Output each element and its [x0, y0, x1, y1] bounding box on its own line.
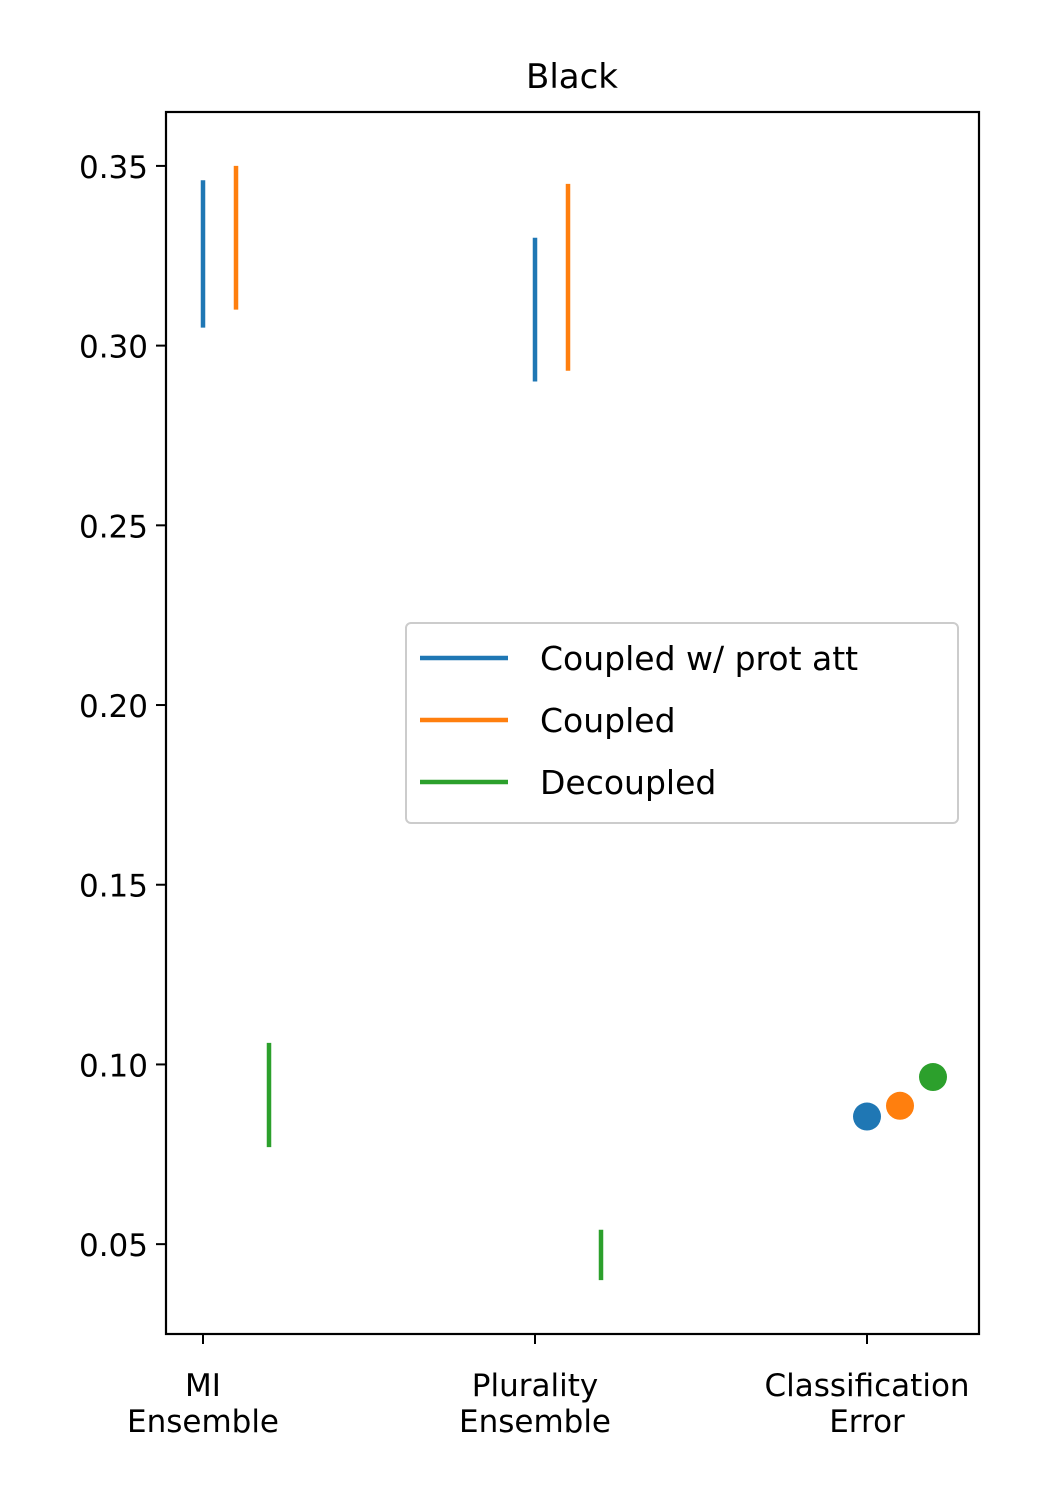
error-point — [919, 1063, 947, 1092]
y-axis: 0.05 0.10 0.15 0.20 0.25 0.30 0.35 — [79, 150, 166, 1264]
legend: Coupled w/ prot att Coupled Decoupled — [405, 622, 959, 824]
x-tick-label-line: Error — [829, 1404, 905, 1440]
x-tick-label: Plurality Ensemble — [459, 1368, 611, 1440]
x-tick-label-line: Classification — [764, 1368, 969, 1404]
legend-label: Coupled w/ prot att — [540, 639, 858, 678]
y-tick-label: 0.20 — [79, 689, 148, 725]
chart-title: Black — [526, 57, 618, 97]
legend-label: Decoupled — [540, 763, 716, 802]
y-tick-label: 0.10 — [79, 1048, 148, 1084]
x-tick-label: MI Ensemble — [127, 1368, 279, 1440]
x-tick-label: Classification Error — [764, 1368, 969, 1440]
x-tick-label-line: MI — [185, 1368, 221, 1404]
y-tick-label: 0.30 — [79, 330, 148, 366]
legend-box — [405, 622, 959, 824]
plot-marks — [200, 165, 947, 1281]
y-tick-label: 0.15 — [79, 869, 148, 905]
error-point — [886, 1091, 914, 1120]
x-tick-label-line: Ensemble — [459, 1404, 611, 1440]
x-tick-label-line: Ensemble — [127, 1404, 279, 1440]
x-tick-label-line: Plurality — [472, 1368, 598, 1404]
y-tick-label: 0.25 — [79, 509, 148, 545]
y-tick-label: 0.05 — [79, 1228, 148, 1264]
error-point — [853, 1102, 881, 1131]
y-tick-label: 0.35 — [79, 150, 148, 186]
plot-frame — [164, 110, 981, 1336]
legend-label: Coupled — [540, 701, 676, 740]
